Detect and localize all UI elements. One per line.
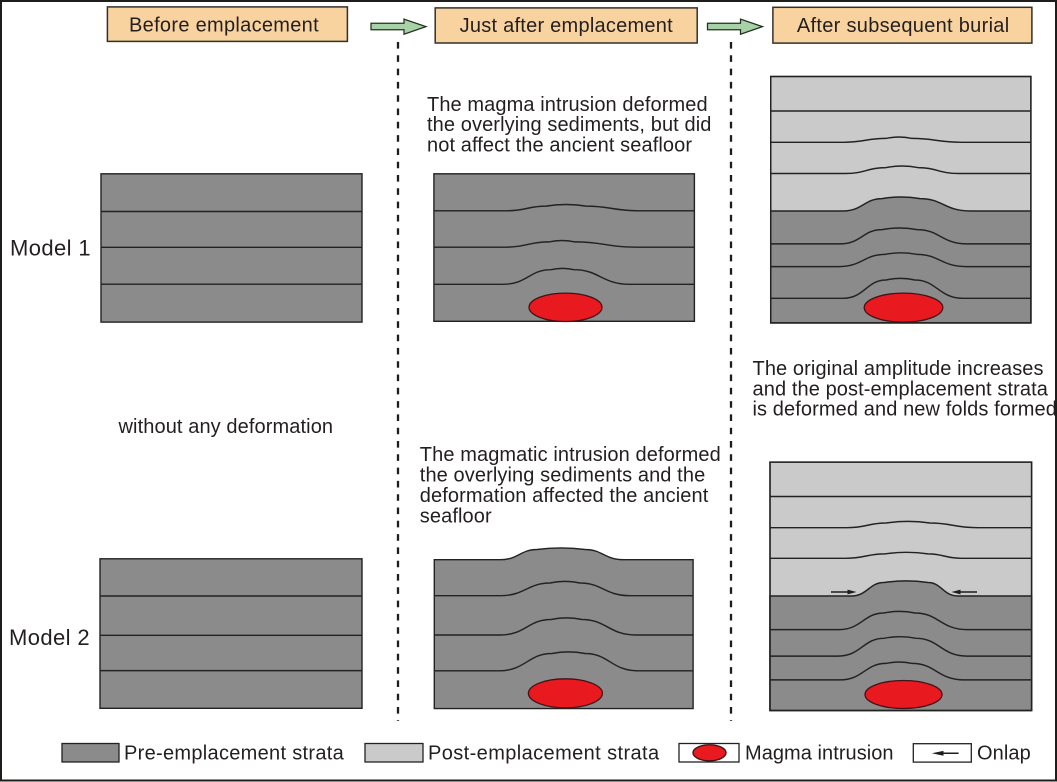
svg-text:The original amplitude increas: The original amplitude increases — [753, 358, 1044, 380]
svg-text:is deformed and new folds form: is deformed and new folds formed — [753, 399, 1057, 421]
svg-text:Post-emplacement strata: Post-emplacement strata — [428, 743, 660, 765]
svg-text:Pre-emplacement strata: Pre-emplacement strata — [124, 743, 345, 765]
svg-text:deformation affected the ancie: deformation affected the ancient — [420, 485, 709, 507]
svg-text:the overlying sediments, but d: the overlying sediments, but did — [427, 114, 711, 136]
svg-text:Onlap: Onlap — [977, 743, 1031, 765]
svg-text:seafloor: seafloor — [420, 505, 492, 527]
svg-text:Before emplacement: Before emplacement — [129, 15, 319, 37]
svg-text:the overlying sediments and th: the overlying sediments and the — [420, 464, 706, 486]
svg-text:Model 2: Model 2 — [9, 625, 90, 650]
svg-text:After subsequent burial: After subsequent burial — [797, 15, 1010, 37]
svg-text:The magmatic intrusion deforme: The magmatic intrusion deformed — [420, 444, 721, 466]
svg-text:Model 1: Model 1 — [10, 236, 91, 261]
svg-text:Magma intrusion: Magma intrusion — [745, 743, 894, 765]
svg-text:and the post-emplacement strat: and the post-emplacement strata — [753, 378, 1049, 400]
svg-text:not affect the ancient seafloo: not affect the ancient seafloor — [427, 135, 692, 157]
svg-text:Just after emplacement: Just after emplacement — [460, 15, 674, 37]
svg-text:The magma intrusion deformed: The magma intrusion deformed — [427, 94, 708, 116]
svg-text:without any deformation: without any deformation — [118, 416, 334, 438]
